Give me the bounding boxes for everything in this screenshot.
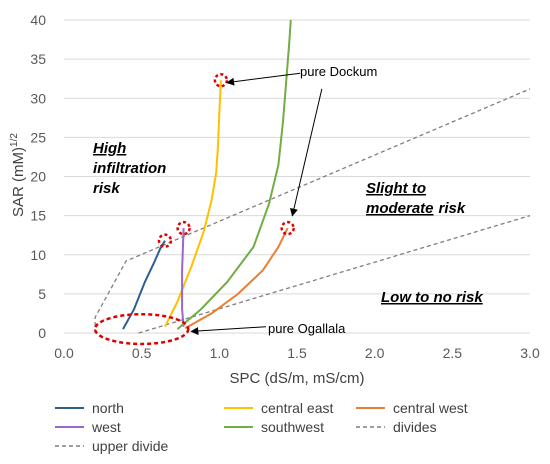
y-axis-title-sup: 1/2	[9, 133, 20, 147]
series-line-southwest	[176, 19, 292, 330]
region-label-high-line1: High	[93, 140, 126, 157]
legend-label-divides: divides	[393, 419, 437, 435]
y-tick-label: 25	[30, 129, 46, 145]
y-tick-label: 30	[30, 90, 46, 106]
series-layer	[122, 19, 292, 330]
series-line-divides	[138, 214, 531, 334]
x-tick-label: 0.0	[54, 345, 74, 361]
highlight-layer	[93, 73, 295, 346]
highlight-circle	[157, 233, 173, 248]
region-label-slight-line1: Slight to	[366, 180, 426, 197]
x-tick-label: 1.5	[287, 345, 307, 361]
annotation-arrow	[226, 72, 301, 86]
x-tick-label: 2.5	[443, 345, 463, 361]
legend: north central east central west west sou…	[55, 400, 468, 454]
legend-label-upper-divide: upper divide	[92, 438, 168, 454]
y-axis-title: SAR (mM)1/2	[9, 133, 27, 217]
x-tick-label: 1.0	[210, 345, 230, 361]
y-tick-label: 35	[30, 51, 46, 67]
y-tick-label: 40	[30, 12, 46, 28]
series-line-west	[181, 228, 185, 327]
annotation-arrow	[290, 88, 323, 217]
series-line-central-east	[164, 80, 222, 328]
highlight-circle	[280, 220, 295, 236]
highlight-circle	[176, 220, 191, 236]
y-tick-label: 10	[30, 247, 46, 263]
y-tick-label: 5	[38, 286, 46, 302]
x-tick-label: 3.0	[520, 345, 540, 361]
region-label-low: Low to no risk	[381, 289, 483, 306]
region-label-high-line2: infiltration	[93, 160, 166, 177]
y-tick-label: 15	[30, 208, 46, 224]
legend-label-central-east: central east	[261, 400, 333, 416]
annotation-layer	[190, 72, 323, 335]
x-tick-label: 0.5	[132, 345, 152, 361]
x-axis-title: SPC (dS/m, mS/cm)	[229, 370, 364, 387]
series-line-upper-divide	[94, 88, 531, 333]
region-label-high-line3: risk	[93, 180, 120, 197]
legend-label-west: west	[91, 419, 121, 435]
legend-label-southwest: southwest	[261, 419, 324, 435]
annotation-arrow	[190, 326, 266, 335]
y-axis-title-main: SAR (mM)	[10, 147, 27, 217]
annotation-pure-dockum: pure Dockum	[300, 64, 377, 79]
region-label-slight-line2: moderate risk	[366, 200, 466, 217]
annotation-pure-ogallala: pure Ogallala	[268, 321, 346, 336]
region-label-slight-risk: risk	[439, 200, 466, 217]
y-tick-label: 20	[30, 169, 46, 185]
legend-label-north: north	[92, 400, 124, 416]
x-tick-label: 2.0	[365, 345, 385, 361]
series-line-north	[122, 240, 166, 330]
grid-layer	[64, 19, 530, 334]
region-label-slight-moderate: moderate	[366, 200, 434, 217]
series-line-central-west	[184, 227, 289, 330]
divides-layer	[94, 88, 531, 334]
legend-label-central-west: central west	[393, 400, 468, 416]
highlight-ellipse-ogallala	[93, 312, 190, 346]
y-tick-label: 0	[38, 325, 46, 341]
ticks-layer: 0 5 10 15 20 25 30 35 40 0.0 0.5 1.0 1.5 2.0 2.5 3.0	[30, 12, 540, 361]
